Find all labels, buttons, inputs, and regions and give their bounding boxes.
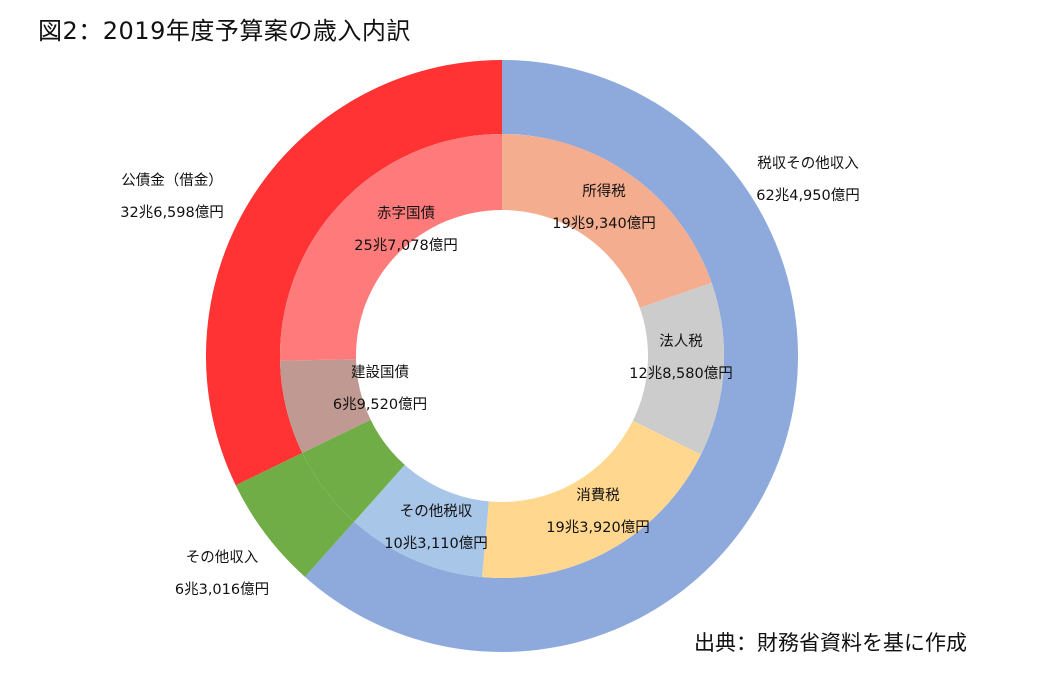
outer-value-label-1: 6兆3,016億円 — [175, 581, 269, 598]
outer-category-label-1: その他収入 — [186, 549, 259, 566]
inner-slice-5 — [280, 359, 371, 453]
outer-category-label-0: 税収その他収入 — [757, 155, 859, 172]
inner-ring — [279, 134, 725, 579]
outer-value-label-0: 62兆4,950億円 — [756, 187, 859, 204]
outer-category-label-2: 公債金（借金） — [121, 172, 223, 189]
chart-title: 図2：2019年度予算案の歳入内訳 — [38, 17, 411, 45]
outer-slice-2 — [205, 59, 502, 486]
inner-category-label-3: その他税収 — [400, 503, 473, 520]
inner-value-label-6: 25兆7,078億円 — [354, 237, 457, 254]
outer-slice-1 — [235, 452, 355, 577]
inner-category-label-0: 所得税 — [582, 183, 626, 200]
inner-category-label-5: 建設国債 — [351, 364, 409, 381]
outer-value-label-2: 32兆6,598億円 — [120, 204, 223, 221]
inner-slice-1 — [632, 282, 725, 455]
inner-category-label-6: 赤字国債 — [377, 205, 435, 222]
inner-slice-6 — [279, 134, 502, 361]
inner-value-label-1: 12兆8,580億円 — [629, 365, 732, 382]
outer-slice-0 — [304, 60, 799, 652]
inner-value-label-0: 19兆9,340億円 — [552, 215, 655, 232]
outer-ring — [205, 59, 799, 652]
inner-slice-0 — [502, 134, 712, 308]
inner-slice-4 — [302, 419, 405, 522]
inner-slice-2 — [482, 420, 701, 579]
inner-category-label-2: 消費税 — [576, 487, 620, 504]
inner-value-label-3: 10兆3,110億円 — [384, 535, 487, 552]
inner-category-label-1: 法人税 — [659, 333, 703, 350]
inner-slice-3 — [354, 464, 489, 578]
source-note: 出典：財務省資料を基に作成 — [694, 631, 967, 655]
inner-value-label-2: 19兆3,920億円 — [546, 519, 649, 536]
inner-value-label-5: 6兆9,520億円 — [333, 396, 427, 413]
